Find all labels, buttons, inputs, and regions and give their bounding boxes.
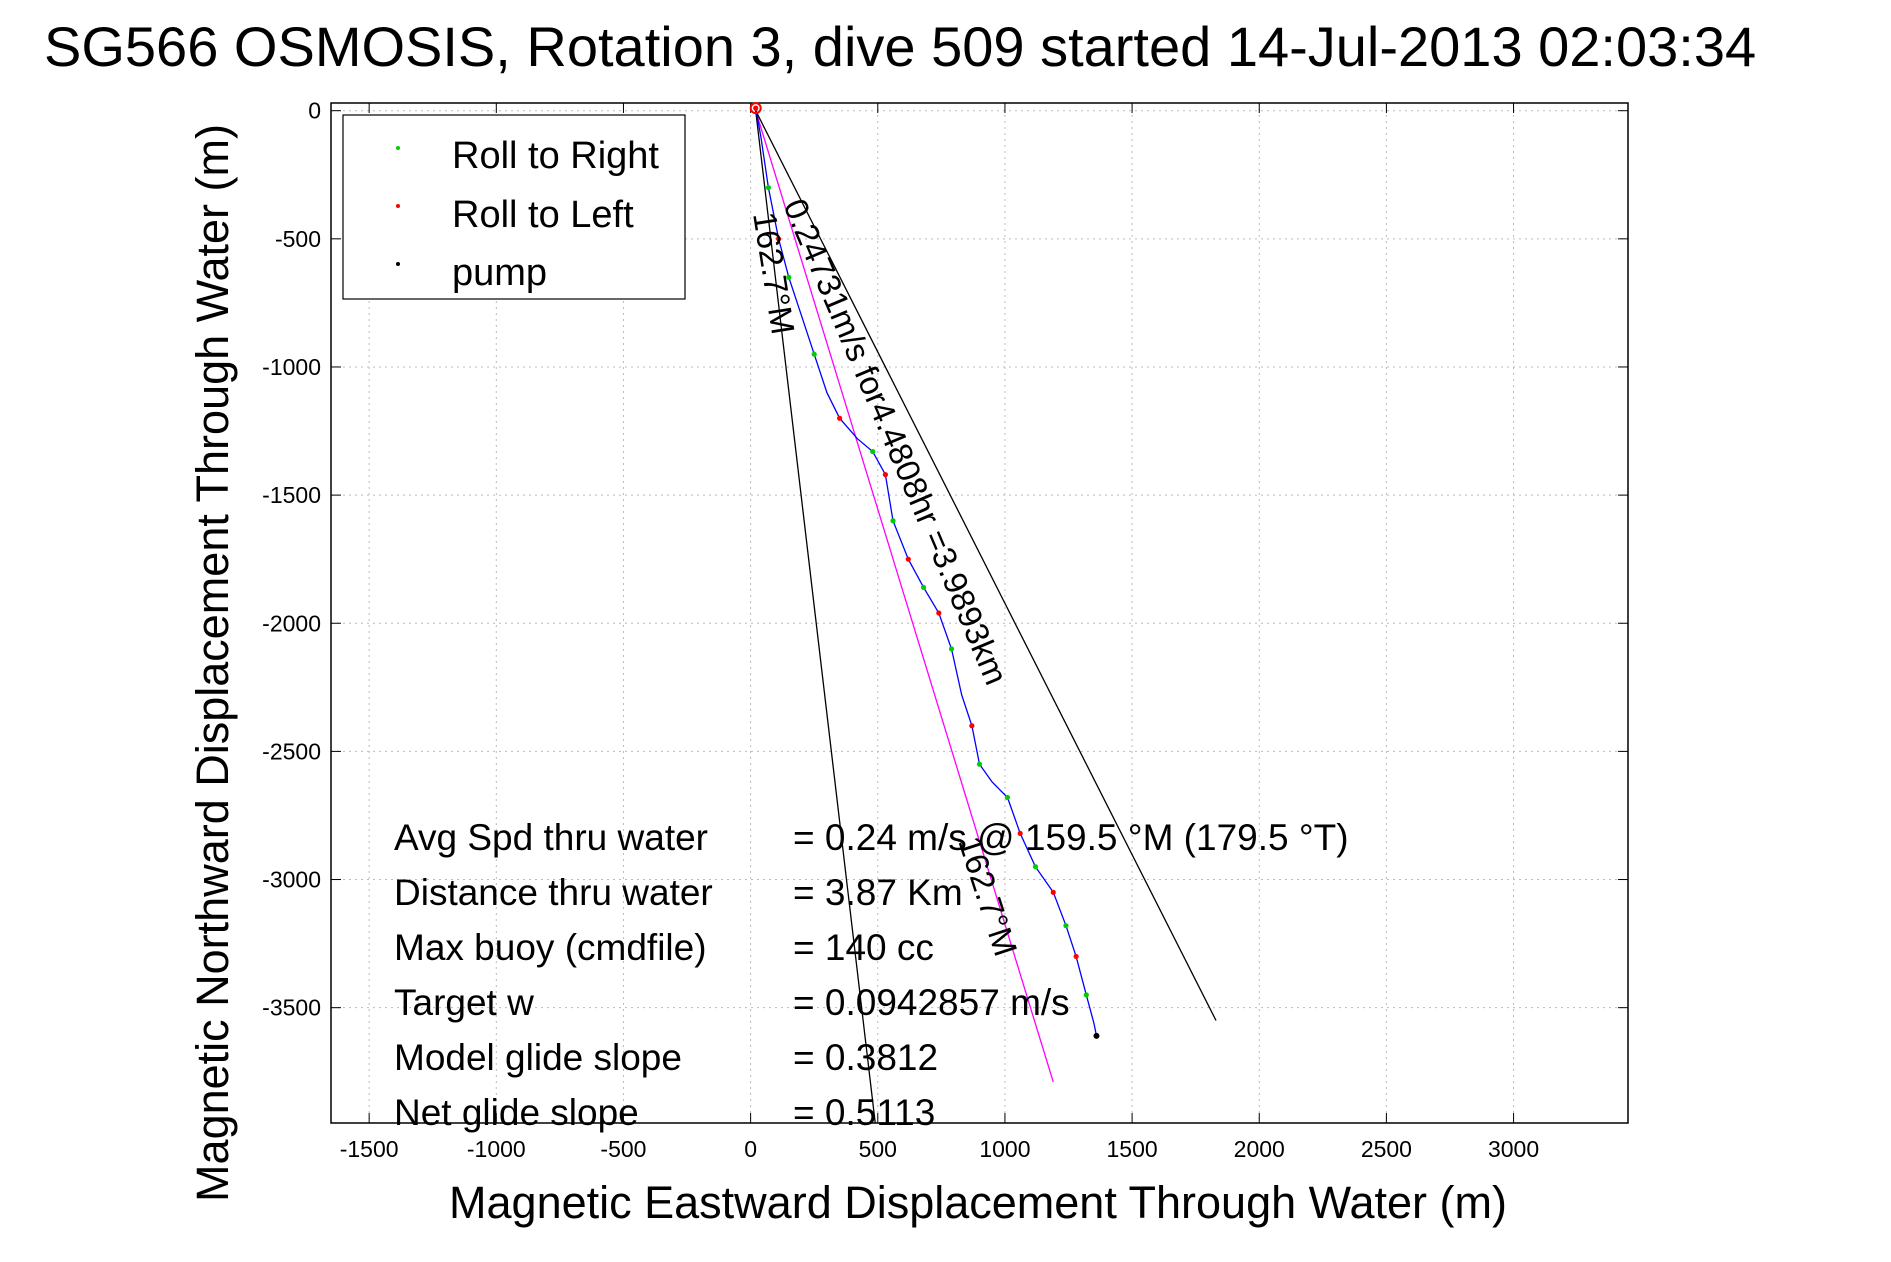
stat-label-avg-speed: Avg Spd thru water bbox=[394, 817, 708, 858]
chart-title: SG566 OSMOSIS, Rotation 3, dive 509 star… bbox=[44, 15, 1756, 78]
legend-label-roll-left: Roll to Left bbox=[452, 194, 634, 236]
glider-track bbox=[755, 107, 1098, 1037]
roll-right-point bbox=[1083, 992, 1089, 998]
roll-left-point bbox=[936, 610, 942, 616]
y-axis-label: Magnetic Northward Displacement Through … bbox=[187, 124, 238, 1202]
x-tick-label: 500 bbox=[859, 1136, 897, 1162]
y-axis-ticks: 0 -500 -1000 -1500 -2000 -2500 -3000 -3500 bbox=[262, 98, 1628, 1021]
roll-left-point bbox=[837, 415, 843, 421]
roll-left-point bbox=[775, 236, 782, 242]
legend-box bbox=[342, 114, 686, 300]
y-tick-label: -500 bbox=[275, 226, 321, 252]
stat-value-model-glide: = 0.3812 bbox=[793, 1037, 938, 1078]
legend: Roll to Right Roll to Left pump bbox=[342, 114, 686, 300]
roll-right-point bbox=[870, 448, 876, 455]
x-axis-label: Magnetic Eastward Displacement Through W… bbox=[449, 1177, 1507, 1228]
y-tick-label: -2000 bbox=[262, 610, 321, 636]
legend-label-pump: pump bbox=[452, 252, 547, 294]
stat-value-net-glide: = 0.5113 bbox=[793, 1092, 935, 1133]
grid bbox=[331, 103, 1628, 1123]
x-tick-label: -1000 bbox=[467, 1136, 526, 1162]
roll-left-point bbox=[753, 105, 759, 111]
stat-label-max-buoy: Max buoy (cmdfile) bbox=[394, 927, 707, 968]
roll-right-point bbox=[976, 761, 983, 767]
x-tick-label: 3000 bbox=[1488, 1136, 1539, 1162]
stats-block: Avg Spd thru water = 0.24 m/s @ 159.5 °M… bbox=[394, 817, 1349, 1133]
stat-label-distance: Distance thru water bbox=[394, 872, 713, 913]
roll-left-point bbox=[905, 556, 911, 562]
x-tick-label: 1500 bbox=[1107, 1136, 1158, 1162]
reference-lines bbox=[755, 110, 1217, 1124]
x-tick-label: -500 bbox=[600, 1136, 646, 1162]
legend-marker-pump bbox=[396, 262, 400, 266]
x-axis-ticks: -1500 -1000 -500 0 500 1000 1500 2000 2500 3000 bbox=[340, 103, 1539, 1162]
roll-left-point bbox=[882, 472, 889, 478]
stat-label-model-glide: Model glide slope bbox=[394, 1037, 682, 1078]
roll-left-point bbox=[1073, 953, 1079, 960]
y-tick-label: 0 bbox=[308, 98, 321, 124]
roll-right-point bbox=[1063, 923, 1069, 929]
roll-left-point bbox=[1017, 830, 1023, 837]
y-tick-label: -2500 bbox=[262, 738, 321, 764]
y-tick-label: -3000 bbox=[262, 867, 321, 893]
x-tick-label: 2500 bbox=[1361, 1136, 1412, 1162]
roll-right-point bbox=[890, 518, 896, 524]
track-markers bbox=[749, 102, 1100, 1039]
reference-line-2 bbox=[755, 110, 876, 1124]
y-tick-label: -1500 bbox=[262, 482, 321, 508]
reference-line-3 bbox=[755, 110, 1217, 1021]
stat-value-max-buoy: = 140 cc bbox=[793, 927, 934, 968]
pump-point bbox=[1093, 1032, 1100, 1039]
stat-value-avg-speed: = 0.24 m/s @ 159.5 °M (179.5 °T) bbox=[793, 817, 1349, 858]
x-tick-label: -1500 bbox=[340, 1136, 399, 1162]
stat-value-target-w: = 0.0942857 m/s bbox=[793, 982, 1070, 1023]
roll-right-point bbox=[920, 584, 927, 590]
stat-label-net-glide: Net glide slope bbox=[394, 1092, 639, 1133]
roll-right-point bbox=[1004, 794, 1011, 801]
roll-left-point bbox=[1050, 889, 1056, 895]
y-tick-label: -3500 bbox=[262, 995, 321, 1021]
legend-marker-roll-left bbox=[396, 204, 400, 208]
x-tick-label: 2000 bbox=[1234, 1136, 1285, 1162]
legend-label-roll-right: Roll to Right bbox=[452, 135, 659, 177]
plot-area-frame bbox=[330, 102, 1629, 1124]
track-line bbox=[755, 107, 1098, 1037]
roll-left-point bbox=[969, 723, 975, 729]
y-tick-label: -1000 bbox=[262, 354, 321, 380]
stat-label-target-w: Target w bbox=[394, 982, 534, 1023]
reference-line-1 bbox=[755, 110, 1054, 1083]
roll-right-point bbox=[948, 646, 955, 652]
x-tick-label: 1000 bbox=[979, 1136, 1030, 1162]
x-tick-label: 0 bbox=[744, 1136, 757, 1162]
roll-right-point bbox=[1032, 864, 1039, 870]
stat-value-distance: = 3.87 Km bbox=[793, 872, 963, 913]
dive-start-marker bbox=[749, 102, 762, 115]
roll-right-point bbox=[786, 274, 792, 280]
roll-right-point bbox=[811, 351, 817, 357]
legend-marker-roll-right bbox=[396, 146, 400, 150]
roll-right-point bbox=[765, 184, 772, 191]
